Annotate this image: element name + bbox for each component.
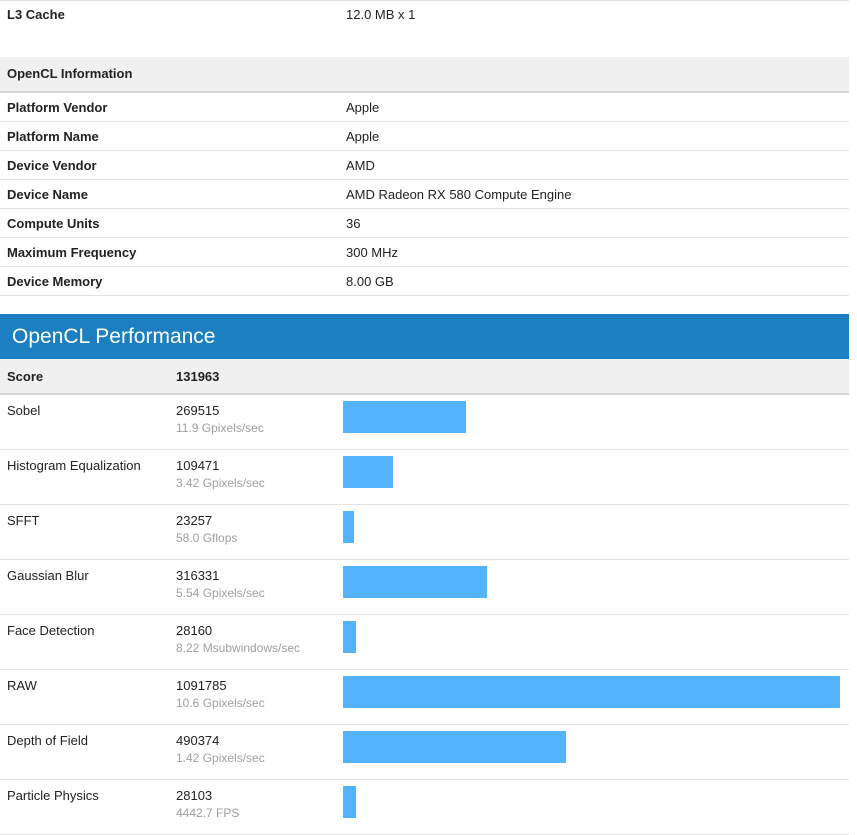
benchmark-bar <box>343 731 566 763</box>
benchmark-name: Face Detection <box>0 614 169 670</box>
benchmark-bar-cell <box>338 724 849 780</box>
opencl-info-value: 300 MHz <box>339 237 849 267</box>
opencl-info-row: Device Name AMD Radeon RX 580 Compute Eng… <box>0 179 849 209</box>
opencl-performance-table: Score 131963 Sobel 269515 11.9 Gpixels/sec… <box>0 359 849 835</box>
benchmark-name: Depth of Field <box>0 724 169 780</box>
system-info-table: L3 Cache 12.0 MB x 1 <box>0 0 849 45</box>
benchmark-bar <box>343 511 354 543</box>
benchmark-score: 28103 <box>176 788 213 803</box>
benchmark-row: SFFT 23257 58.0 Gflops <box>0 504 849 560</box>
opencl-info-label: Device Name <box>0 179 339 209</box>
opencl-info-row: Platform Name Apple <box>0 121 849 151</box>
benchmark-score-cell: 316331 5.54 Gpixels/sec <box>169 559 338 615</box>
benchmark-name: Particle Physics <box>0 779 169 835</box>
benchmark-score-cell: 23257 58.0 Gflops <box>169 504 338 560</box>
opencl-info-table: Platform Vendor Apple Platform Name Apple De… <box>0 93 849 296</box>
benchmark-row: Face Detection 28160 8.22 Msubwindows/sec <box>0 614 849 670</box>
opencl-info-label: Device Memory <box>0 266 339 296</box>
opencl-info-value: 8.00 GB <box>339 266 849 296</box>
benchmark-score: 1091785 <box>176 678 227 693</box>
benchmark-detail: 58.0 Gflops <box>176 531 238 545</box>
benchmark-detail: 8.22 Msubwindows/sec <box>176 641 301 655</box>
benchmark-detail: 1.42 Gpixels/sec <box>176 751 265 765</box>
benchmark-bar <box>343 676 840 708</box>
benchmark-detail: 10.6 Gpixels/sec <box>176 696 265 710</box>
benchmark-row: RAW 1091785 10.6 Gpixels/sec <box>0 669 849 725</box>
benchmark-bar <box>343 786 356 818</box>
benchmark-score: 269515 <box>176 403 220 418</box>
opencl-info-label: Compute Units <box>0 208 339 238</box>
score-value: 131963 <box>169 359 338 395</box>
opencl-info-row: Device Memory 8.00 GB <box>0 266 849 296</box>
benchmark-name: RAW <box>0 669 169 725</box>
opencl-info-label: Device Vendor <box>0 150 339 180</box>
opencl-info-value: AMD <box>339 150 849 180</box>
l3-cache-value: 12.0 MB x 1 <box>346 7 416 22</box>
benchmark-bar-cell <box>338 394 849 450</box>
benchmark-score-cell: 1091785 10.6 Gpixels/sec <box>169 669 338 725</box>
benchmark-bar <box>343 401 466 433</box>
opencl-info-value: Apple <box>339 93 849 122</box>
l3-cache-row: L3 Cache 12.0 MB x 1 <box>0 1 849 46</box>
opencl-info-row: Device Vendor AMD <box>0 150 849 180</box>
benchmark-bar-cell <box>338 504 849 560</box>
score-label: Score <box>0 359 169 395</box>
benchmark-bar-cell <box>338 779 849 835</box>
benchmark-score: 28160 <box>176 623 213 638</box>
benchmark-bar <box>343 456 393 488</box>
benchmark-detail: 11.9 Gpixels/sec <box>176 421 264 435</box>
benchmark-name: Sobel <box>0 394 169 450</box>
benchmark-score-cell: 269515 11.9 Gpixels/sec <box>169 394 338 450</box>
benchmark-detail: 3.42 Gpixels/sec <box>176 476 265 490</box>
benchmark-bar <box>343 621 356 653</box>
benchmark-score: 23257 <box>176 513 213 528</box>
benchmark-name: Gaussian Blur <box>0 559 169 615</box>
opencl-info-header: OpenCL Information <box>0 57 849 93</box>
benchmark-row: Depth of Field 490374 1.42 Gpixels/sec <box>0 724 849 780</box>
benchmark-row: Gaussian Blur 316331 5.54 Gpixels/sec <box>0 559 849 615</box>
opencl-info-row: Platform Vendor Apple <box>0 93 849 122</box>
benchmark-score-cell: 490374 1.42 Gpixels/sec <box>169 724 338 780</box>
benchmark-detail: 4442.7 FPS <box>176 806 240 820</box>
opencl-info-value: AMD Radeon RX 580 Compute Engine <box>339 179 849 209</box>
benchmark-score-cell: 109471 3.42 Gpixels/sec <box>169 449 338 505</box>
benchmark-bar-cell <box>338 559 849 615</box>
benchmark-row: Histogram Equalization 109471 3.42 Gpixels… <box>0 449 849 505</box>
score-spacer <box>338 359 849 395</box>
benchmark-bar <box>343 566 487 598</box>
l3-cache-label: L3 Cache <box>7 7 65 22</box>
benchmark-detail: 5.54 Gpixels/sec <box>176 586 265 600</box>
benchmark-bar-cell <box>338 614 849 670</box>
benchmark-bar-cell <box>338 669 849 725</box>
benchmark-score-cell: 28160 8.22 Msubwindows/sec <box>169 614 338 670</box>
opencl-info-row: Compute Units 36 <box>0 208 849 238</box>
benchmark-name: SFFT <box>0 504 169 560</box>
benchmark-name: Histogram Equalization <box>0 449 169 505</box>
benchmark-score: 490374 <box>176 733 220 748</box>
benchmark-row: Particle Physics 28103 4442.7 FPS <box>0 779 849 835</box>
opencl-info-label: Platform Vendor <box>0 93 339 122</box>
opencl-info-row: Maximum Frequency 300 MHz <box>0 237 849 267</box>
benchmark-bar-cell <box>338 449 849 505</box>
opencl-info-label: Platform Name <box>0 121 339 151</box>
benchmark-score-cell: 28103 4442.7 FPS <box>169 779 338 835</box>
opencl-info-value: 36 <box>339 208 849 238</box>
score-row: Score 131963 <box>0 359 849 395</box>
opencl-info-label: Maximum Frequency <box>0 237 339 267</box>
opencl-info-value: Apple <box>339 121 849 151</box>
opencl-performance-banner: OpenCL Performance <box>0 314 849 359</box>
benchmark-score: 109471 <box>176 458 220 473</box>
benchmark-row: Sobel 269515 11.9 Gpixels/sec <box>0 394 849 450</box>
benchmark-score: 316331 <box>176 568 220 583</box>
